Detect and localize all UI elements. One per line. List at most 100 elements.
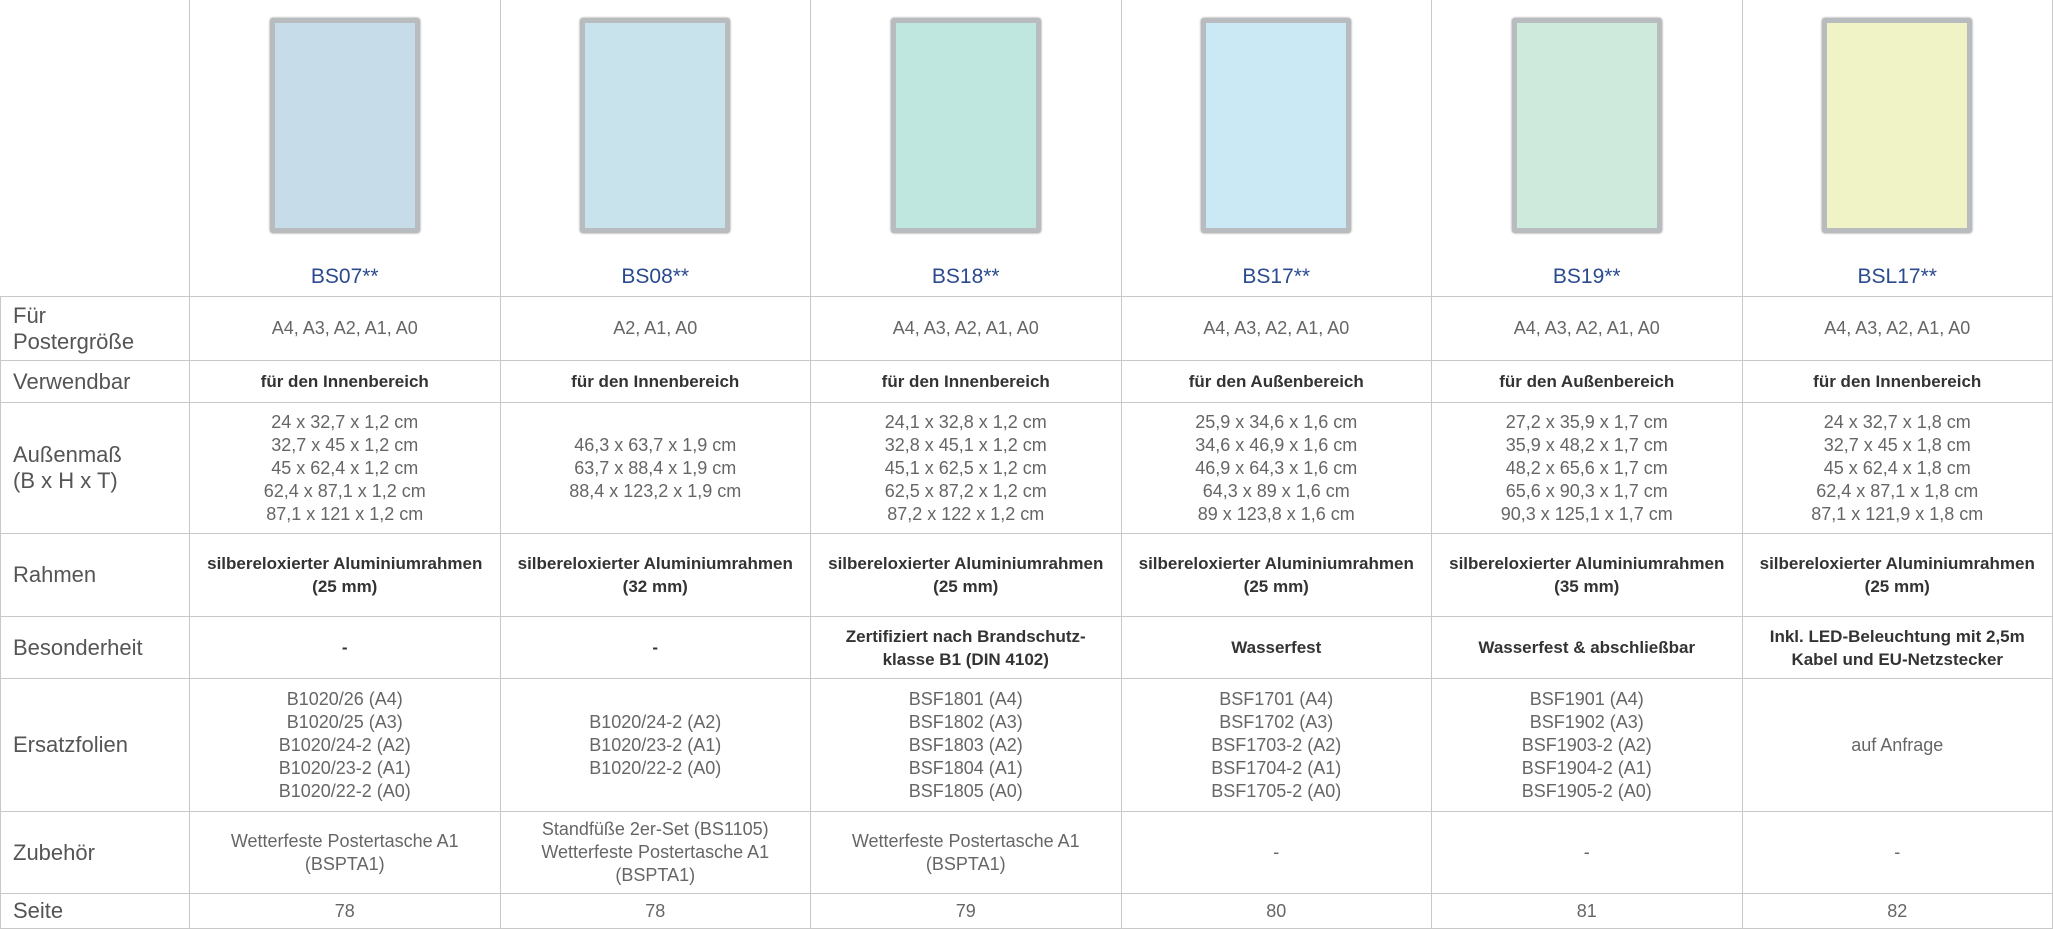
cell-line: Kabel und EU-Netzstecker (1791, 649, 2004, 669)
table-cell: A2, A1, A0 (500, 297, 811, 361)
table-cell: 25,9 x 34,6 x 1,6 cm 34,6 x 46,9 x 1,6 cm… (1121, 403, 1432, 534)
table-cell: 82 (1742, 894, 2053, 929)
cell-line: 78 (645, 900, 666, 921)
product-name: BS18** (931, 265, 1000, 288)
table-cell: Zertifiziert nach Brandschutz-klasse B1 … (811, 617, 1122, 679)
table-cell: - (500, 617, 811, 679)
cell-line: Wetterfeste Postertasche A1 (541, 842, 770, 862)
table-cell: silbereloxierter Aluminiumrahmen (35 mm) (1432, 534, 1743, 617)
cell-line: 34,6 x 46,9 x 1,6 cm (1195, 434, 1358, 455)
cell-line: BSF1704-2 (A1) (1211, 757, 1342, 778)
cell-line: 87,1 x 121,9 x 1,8 cm (1811, 503, 1984, 524)
cell-line: BSF1903-2 (A2) (1521, 734, 1652, 755)
cell-line: 25,9 x 34,6 x 1,6 cm (1195, 411, 1358, 432)
cell-line: - (1583, 842, 1590, 862)
label-line: Verwendbar (13, 368, 131, 394)
cell-line: Wetterfeste Postertasche A1 (851, 830, 1080, 851)
label-line: Zubehör (13, 839, 95, 865)
table-cell: BSF1801 (A4) BSF1802 (A3) BSF1803 (A2) BSF1… (811, 679, 1122, 812)
product-image (580, 18, 731, 233)
table-cell: silbereloxierter Aluminiumrahmen (25 mm) (811, 534, 1122, 617)
label-line: (B x H x T) (13, 468, 118, 493)
cell-line: B1020/26 (A4) (286, 688, 403, 709)
cell-line: B1020/22-2 (A0) (278, 780, 411, 801)
product-header: BSL17** (1742, 0, 2053, 297)
table-cell: BSF1701 (A4) BSF1702 (A3) BSF1703-2 (A2) BS… (1121, 679, 1432, 812)
cell-line: 65,6 x 90,3 x 1,7 cm (1505, 480, 1668, 501)
cell-line: B1020/23-2 (A1) (278, 757, 411, 778)
table-cell: A4, A3, A2, A1, A0 (1121, 297, 1432, 361)
cell-line: für den Innenbereich (571, 372, 740, 391)
cell-line: - (1894, 842, 1901, 862)
cell-line: A4, A3, A2, A1, A0 (1203, 318, 1350, 338)
table-cell: - (1432, 812, 1743, 894)
table-cell: A4, A3, A2, A1, A0 (1432, 297, 1743, 361)
cell-line: 48,2 x 65,6 x 1,7 cm (1505, 457, 1668, 478)
cell-line: Wasserfest (1231, 638, 1322, 657)
table-cell: A4, A3, A2, A1, A0 (811, 297, 1122, 361)
table-cell: B1020/26 (A4) B1020/25 (A3) B1020/24-2 (A2… (190, 679, 501, 812)
label-line: Postergröße (13, 328, 135, 354)
cell-line: silbereloxierter Aluminiumrahmen (1449, 554, 1725, 573)
corner (0, 0, 190, 297)
cell-line: für den Innenbereich (1813, 372, 1982, 391)
cell-line: (25 mm) (312, 577, 378, 596)
cell-line: (35 mm) (1554, 577, 1620, 596)
cell-line: A2, A1, A0 (613, 318, 698, 338)
product-header: BS19** (1432, 0, 1743, 297)
product-name: BS17** (1242, 265, 1311, 288)
product-header: BS07** (190, 0, 501, 297)
cell-line: für den Außenbereich (1499, 372, 1675, 391)
table-cell: 79 (811, 894, 1122, 929)
cell-line: für den Außenbereich (1188, 372, 1364, 391)
product-name: BS08** (621, 265, 690, 288)
cell-line: 63,7 x 88,4 x 1,9 cm (574, 457, 737, 478)
row-label: Zubehör (0, 812, 190, 894)
table-cell: - (190, 617, 501, 679)
cell-line: B1020/24-2 (A2) (278, 734, 411, 755)
label-line: Für (13, 302, 46, 328)
cell-line: (32 mm) (622, 577, 688, 596)
table-cell: für den Außenbereich (1432, 361, 1743, 403)
cell-line: 62,4 x 87,1 x 1,8 cm (1816, 480, 1979, 501)
cell-line: B1020/23-2 (A1) (589, 734, 722, 755)
cell-line: 64,3 x 89 x 1,6 cm (1202, 480, 1350, 501)
cell-line: BSF1702 (A3) (1219, 711, 1334, 732)
cell-line: Standfüße 2er-Set (BS1105) (541, 819, 769, 839)
row-label: Außenmaß (B x H x T) (0, 403, 190, 534)
cell-line: silbereloxierter Aluminiumrahmen (207, 554, 483, 573)
cell-line: 88,4 x 123,2 x 1,9 cm (569, 480, 742, 501)
label-line: Außenmaß (13, 442, 122, 467)
table-cell: - (1121, 812, 1432, 894)
cell-line: B1020/22-2 (A0) (589, 757, 722, 778)
row-label: Rahmen (0, 534, 190, 617)
cell-line: BSF1901 (A4) (1529, 688, 1644, 709)
cell-line: klasse B1 (DIN 4102) (882, 649, 1049, 669)
cell-line: 46,3 x 63,7 x 1,9 cm (574, 434, 737, 455)
cell-line: Zertifiziert nach Brandschutz- (845, 626, 1086, 646)
cell-line: 89 x 123,8 x 1,6 cm (1197, 503, 1355, 524)
cell-line: B1020/25 (A3) (286, 711, 403, 732)
table-cell: Standfüße 2er-Set (BS1105) Wetterfeste Po… (500, 812, 811, 894)
table-cell: 24 x 32,7 x 1,2 cm 32,7 x 45 x 1,2 cm 45 x… (190, 403, 501, 534)
cell-line: silbereloxierter Aluminiumrahmen (1138, 554, 1414, 573)
table-cell: für den Innenbereich (500, 361, 811, 403)
cell-line: (BSPTA1) (615, 865, 696, 885)
product-image (1511, 18, 1662, 233)
table-cell: A4, A3, A2, A1, A0 (190, 297, 501, 361)
cell-line: für den Innenbereich (881, 372, 1050, 391)
cell-line: 45 x 62,4 x 1,2 cm (271, 457, 419, 478)
cell-line: 78 (334, 900, 355, 921)
cell-line: 45,1 x 62,5 x 1,2 cm (884, 457, 1047, 478)
cell-line: 32,7 x 45 x 1,2 cm (271, 434, 419, 455)
cell-line: 46,9 x 64,3 x 1,6 cm (1195, 457, 1358, 478)
cell-line: BSF1802 (A3) (908, 711, 1023, 732)
cell-line: (25 mm) (933, 577, 999, 596)
table-cell: A4, A3, A2, A1, A0 (1742, 297, 2053, 361)
label-line: Seite (13, 898, 64, 923)
table-cell: 27,2 x 35,9 x 1,7 cm 35,9 x 48,2 x 1,7 cm… (1432, 403, 1743, 534)
product-name: BS07** (310, 265, 379, 288)
cell-line: Wasserfest & abschließbar (1478, 638, 1696, 657)
cell-line: - (341, 638, 348, 657)
cell-line: auf Anfrage (1851, 734, 1944, 755)
